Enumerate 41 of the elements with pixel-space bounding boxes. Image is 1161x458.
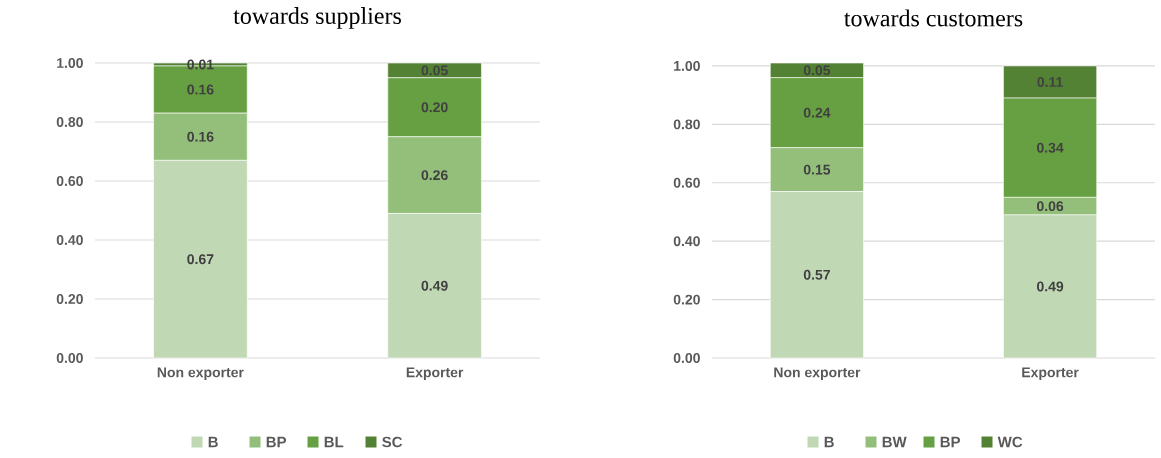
data-label: 0.05 (421, 65, 448, 76)
x-tick-label: Exporter (1022, 367, 1079, 381)
data-label: 0.34 (1037, 142, 1064, 153)
data-label: 0.67 (187, 254, 214, 265)
y-tick-label: 0.40 (56, 235, 83, 245)
legend-label: BL (324, 436, 344, 448)
data-label: 0.05 (803, 65, 831, 76)
data-label: 0.24 (803, 107, 831, 118)
legend-label: BW (882, 436, 907, 448)
y-tick-label: 0.80 (673, 119, 700, 130)
x-tick-label: Non exporter (157, 367, 244, 381)
y-tick-label: 0.20 (673, 294, 700, 305)
legend-label: BP (266, 436, 287, 448)
y-tick-label: 0.80 (56, 117, 83, 127)
y-tick-label: 0.20 (56, 294, 83, 304)
data-label: 0.49 (1037, 281, 1064, 292)
y-tick-label: 0.60 (56, 176, 83, 186)
y-tick-label: 0.40 (673, 236, 700, 247)
data-label: 0.16 (187, 131, 214, 142)
chart-title: towards suppliers (233, 7, 401, 29)
data-label: 0.06 (1037, 201, 1064, 212)
legend-label: B (208, 436, 218, 448)
data-label: 0.16 (187, 84, 214, 95)
data-label: 0.15 (803, 164, 831, 175)
data-label: 0.20 (421, 102, 448, 113)
y-tick-label: 1.00 (57, 58, 83, 68)
y-tick-label: 0.60 (673, 177, 700, 188)
y-tick-label: 1.00 (674, 60, 700, 71)
y-tick-label: 0.00 (673, 353, 700, 363)
x-tick-label: Exporter (406, 367, 464, 381)
legend-label: BP (940, 436, 961, 448)
legend-label: WC (997, 436, 1023, 448)
y-tick-label: 0.00 (56, 353, 83, 363)
data-label: 0.11 (1037, 77, 1063, 87)
x-tick-label: Non exporter (774, 367, 861, 381)
chart-title: towards customers (844, 9, 1023, 27)
data-label: 0.57 (803, 269, 830, 280)
data-label: 0.49 (421, 280, 448, 291)
data-label: 0.26 (421, 170, 448, 181)
legend-label: SC (382, 436, 403, 448)
legend-label: B (824, 436, 834, 448)
